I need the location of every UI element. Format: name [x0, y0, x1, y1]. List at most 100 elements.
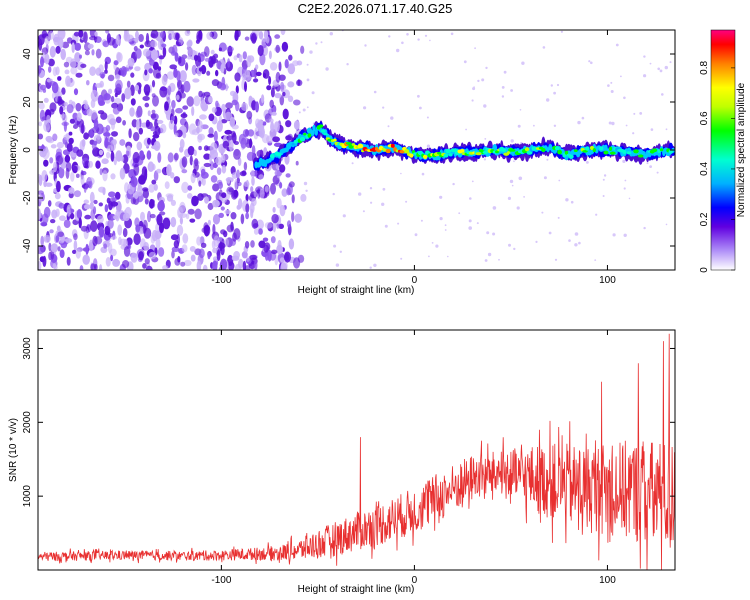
noise-blob: [262, 121, 267, 126]
noise-speck: [382, 187, 386, 191]
noise-blob: [115, 79, 123, 91]
noise-blob: [193, 54, 199, 61]
spectrogram-x-tick-label: -100: [211, 275, 231, 286]
noise-blob: [133, 163, 140, 176]
noise-speck: [417, 94, 420, 98]
noise-speck: [320, 41, 323, 44]
noise-blob: [57, 30, 66, 40]
noise-speck: [483, 158, 486, 161]
noise-blob: [198, 180, 202, 187]
noise-blob: [58, 166, 65, 179]
noise-blob: [43, 159, 49, 167]
noise-blob: [219, 83, 227, 91]
noise-speck: [469, 197, 472, 200]
noise-blob: [255, 71, 262, 77]
noise-speck: [586, 161, 589, 164]
noise-speck: [516, 206, 520, 210]
noise-blob: [253, 228, 259, 235]
noise-blob: [66, 37, 73, 44]
spectrogram-panel: -100 0 100 -40 -20 0 20 40 Height of straight …: [8, 29, 676, 296]
noise-blob: [216, 167, 222, 176]
noise-blob: [267, 249, 272, 262]
spectrogram-x-ticks: -100 0 100: [211, 30, 616, 286]
noise-blob: [155, 72, 162, 79]
noise-speck: [501, 86, 505, 89]
noise-blob: [193, 95, 201, 107]
noise-blob: [89, 30, 96, 38]
noise-blob: [176, 224, 184, 236]
signal-blob: [475, 152, 482, 156]
noise-blob: [246, 55, 252, 68]
noise-blob: [53, 161, 58, 173]
noise-blob: [270, 87, 275, 98]
noise-speck: [306, 63, 309, 66]
noise-blob: [173, 176, 180, 184]
noise-blob: [57, 95, 63, 107]
noise-blob: [145, 265, 153, 270]
signal-blob: [562, 153, 566, 158]
noise-blob: [240, 137, 247, 149]
noise-speck: [622, 159, 626, 163]
noise-blob: [38, 213, 44, 219]
noise-blob: [191, 195, 199, 207]
noise-blob: [268, 50, 272, 60]
noise-blob: [55, 66, 60, 76]
noise-blob: [147, 137, 151, 145]
signal-blob: [573, 149, 578, 153]
noise-blob: [191, 129, 200, 136]
noise-speck: [665, 223, 668, 226]
noise-blob: [255, 101, 259, 113]
noise-blob: [169, 64, 177, 70]
noise-speck: [542, 46, 546, 49]
noise-blob: [251, 198, 257, 207]
noise-blob: [52, 263, 57, 269]
noise-blob: [279, 95, 285, 106]
noise-blob: [40, 56, 44, 68]
noise-blob: [61, 121, 69, 126]
noise-blob: [130, 72, 135, 78]
noise-blob: [135, 30, 139, 40]
noise-speck: [373, 263, 377, 267]
noise-speck: [298, 111, 301, 114]
noise-blob: [210, 175, 218, 183]
snr-x-tick-label: 0: [412, 575, 418, 586]
noise-speck: [623, 233, 627, 237]
noise-blob: [173, 240, 180, 249]
noise-blob: [116, 52, 123, 63]
noise-blob: [170, 216, 177, 228]
noise-blob: [122, 212, 130, 222]
noise-speck: [565, 198, 569, 202]
noise-blob: [250, 240, 255, 248]
noise-blob: [242, 51, 247, 60]
noise-speck: [370, 201, 373, 204]
noise-blob: [63, 219, 71, 228]
noise-speck: [541, 211, 544, 214]
noise-blob: [104, 204, 109, 213]
noise-blob: [187, 185, 193, 191]
noise-blob: [71, 42, 75, 53]
noise-blob: [54, 192, 61, 200]
noise-blob: [241, 102, 249, 112]
noise-blob: [122, 260, 130, 268]
noise-speck: [581, 116, 585, 120]
colorbar-label: Normalized spectral amplitude: [736, 82, 747, 217]
noise-blob: [181, 181, 190, 194]
noise-speck: [511, 184, 514, 187]
noise-speck: [487, 252, 492, 257]
noise-blob: [115, 74, 121, 80]
noise-blob: [46, 114, 51, 122]
noise-blob: [220, 119, 228, 124]
noise-blob: [179, 138, 185, 149]
noise-blob: [84, 214, 92, 220]
noise-speck: [595, 213, 598, 216]
noise-blob: [63, 134, 70, 141]
noise-blob: [258, 31, 264, 40]
noise-blob: [245, 194, 249, 202]
noise-blob: [50, 219, 56, 224]
noise-blob: [107, 113, 115, 124]
noise-blob: [280, 81, 285, 92]
noise-speck: [633, 112, 636, 115]
noise-blob: [89, 36, 97, 41]
noise-blob: [75, 173, 80, 178]
